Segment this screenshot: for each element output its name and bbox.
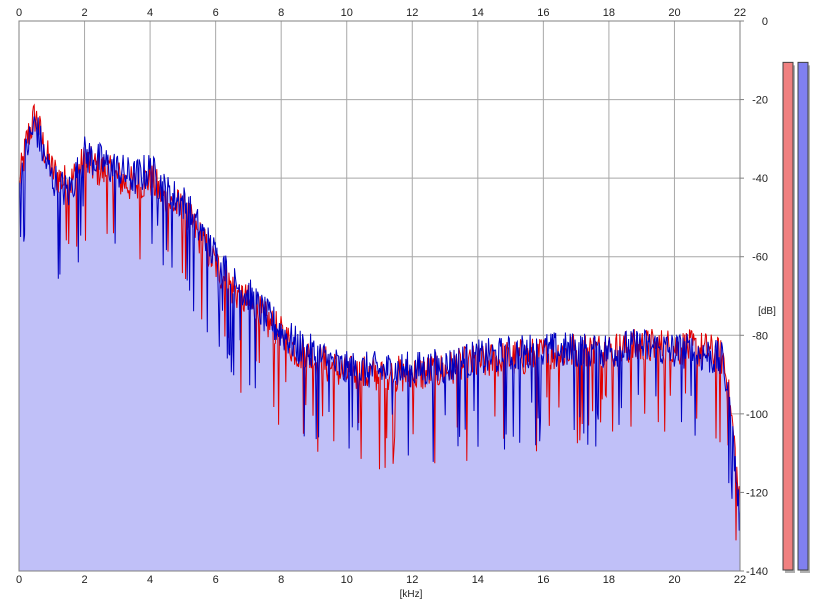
- right-level-meter: [797, 61, 809, 571]
- x-tick-label-top: 0: [16, 7, 22, 19]
- plot-frame: [18, 20, 741, 572]
- x-tick-label-top: 22: [734, 7, 746, 19]
- x-tick-label-bottom: 14: [472, 574, 484, 586]
- y-tick-label: -40: [752, 173, 768, 185]
- x-tick-label-bottom: 0: [16, 574, 22, 586]
- x-tick-label-bottom: 10: [341, 574, 353, 586]
- y-tick-label: -80: [752, 330, 768, 342]
- x-tick-label-bottom: 6: [213, 574, 219, 586]
- y-tick-label: 0: [762, 16, 768, 28]
- y-tick-label: -20: [752, 95, 768, 107]
- y-tick-label: -120: [746, 487, 768, 499]
- x-axis-top-ticks: 0 2 4 6 8 10 12 14 16 18 20 22: [16, 7, 746, 19]
- level-meters: [782, 61, 810, 574]
- spectrum-fill: [19, 105, 740, 571]
- y-tick-label: -100: [746, 409, 768, 421]
- x-tick-label-bottom: 2: [81, 574, 87, 586]
- x-tick-label-top: 6: [213, 7, 219, 19]
- x-axis-label: [kHz]: [400, 589, 423, 600]
- y-axis-label: [dB]: [758, 306, 776, 317]
- x-tick-label-top: 18: [603, 7, 615, 19]
- x-tick-label-top: 8: [278, 7, 284, 19]
- y-axis-ticks: 0 -20 -40 -60 -80 -100 -120 -140: [740, 16, 768, 578]
- x-tick-label-bottom: 16: [537, 574, 549, 586]
- x-tick-label-top: 10: [341, 7, 353, 19]
- x-tick-label-top: 16: [537, 7, 549, 19]
- x-tick-label-top: 14: [472, 7, 484, 19]
- x-tick-label-top: 12: [406, 7, 418, 19]
- x-tick-label-bottom: 22: [734, 574, 746, 586]
- x-tick-label-bottom: 8: [278, 574, 284, 586]
- x-tick-label-bottom: 20: [668, 574, 680, 586]
- y-tick-label: -140: [746, 566, 768, 578]
- y-tick-label: -60: [752, 252, 768, 264]
- series-left-channel: [18, 103, 741, 541]
- x-tick-label-top: 2: [81, 7, 87, 19]
- x-tick-label-top: 20: [668, 7, 680, 19]
- x-axis-bottom-ticks: 0 2 4 6 8 10 12 14 16 18 20 22: [16, 574, 746, 586]
- x-tick-label-bottom: 18: [603, 574, 615, 586]
- x-tick-label-bottom: 4: [147, 574, 153, 586]
- x-tick-label-bottom: 12: [406, 574, 418, 586]
- series-right-channel: [18, 116, 741, 531]
- x-tick-label-top: 4: [147, 7, 153, 19]
- left-level-meter: [782, 61, 794, 571]
